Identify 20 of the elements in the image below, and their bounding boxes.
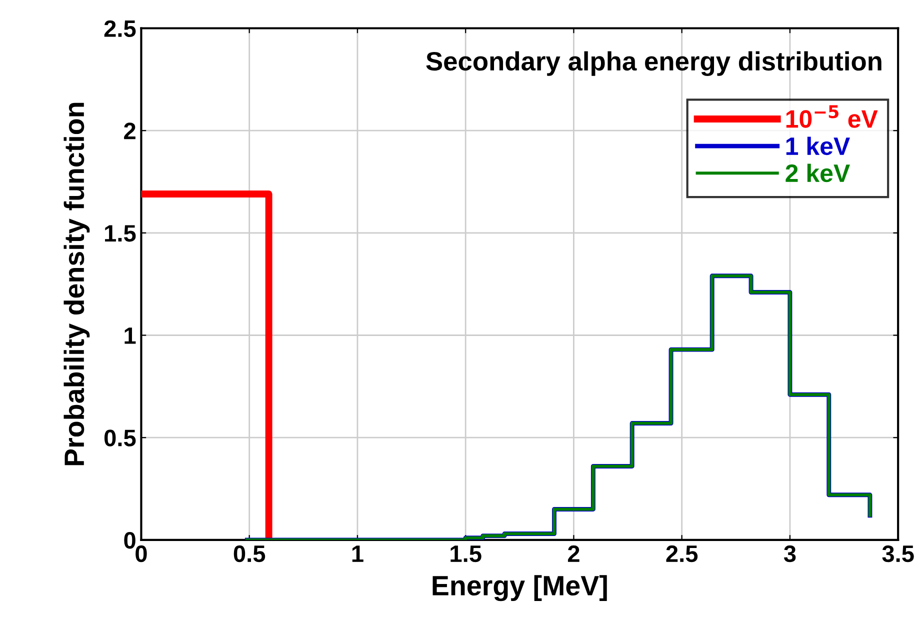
legend-label: 2 keV xyxy=(786,164,850,182)
x-tick-label: 0.5 xyxy=(234,545,266,562)
y-tick-label: 2.5 xyxy=(104,20,136,38)
y-tick-label: 2 xyxy=(124,122,136,140)
x-tick-label: 1.5 xyxy=(450,546,482,562)
text: Secondary alpha energy distribution xyxy=(426,51,882,76)
y-tick-label: 1 xyxy=(124,328,136,344)
x-tick-label: 2.5 xyxy=(666,545,698,562)
legend-label: 1 keV xyxy=(786,136,850,156)
legend-label: 10$^{−5}$ eV xyxy=(786,105,878,128)
y-tick-label: 0.5 xyxy=(104,430,136,446)
y-tick-label: 1.5 xyxy=(105,225,136,242)
x-tick-label: 2 xyxy=(568,545,580,562)
x-axis-title: Energy [MeV] xyxy=(432,575,607,602)
x-tick-label: 3.5 xyxy=(882,545,914,562)
x-tick-label: 3 xyxy=(784,545,796,562)
y-tick-label: 0 xyxy=(124,532,136,549)
x-tick-label: 1 xyxy=(352,546,364,562)
y-axis-title: Probability density function xyxy=(64,102,90,466)
x-tick-label: 0 xyxy=(136,545,147,562)
